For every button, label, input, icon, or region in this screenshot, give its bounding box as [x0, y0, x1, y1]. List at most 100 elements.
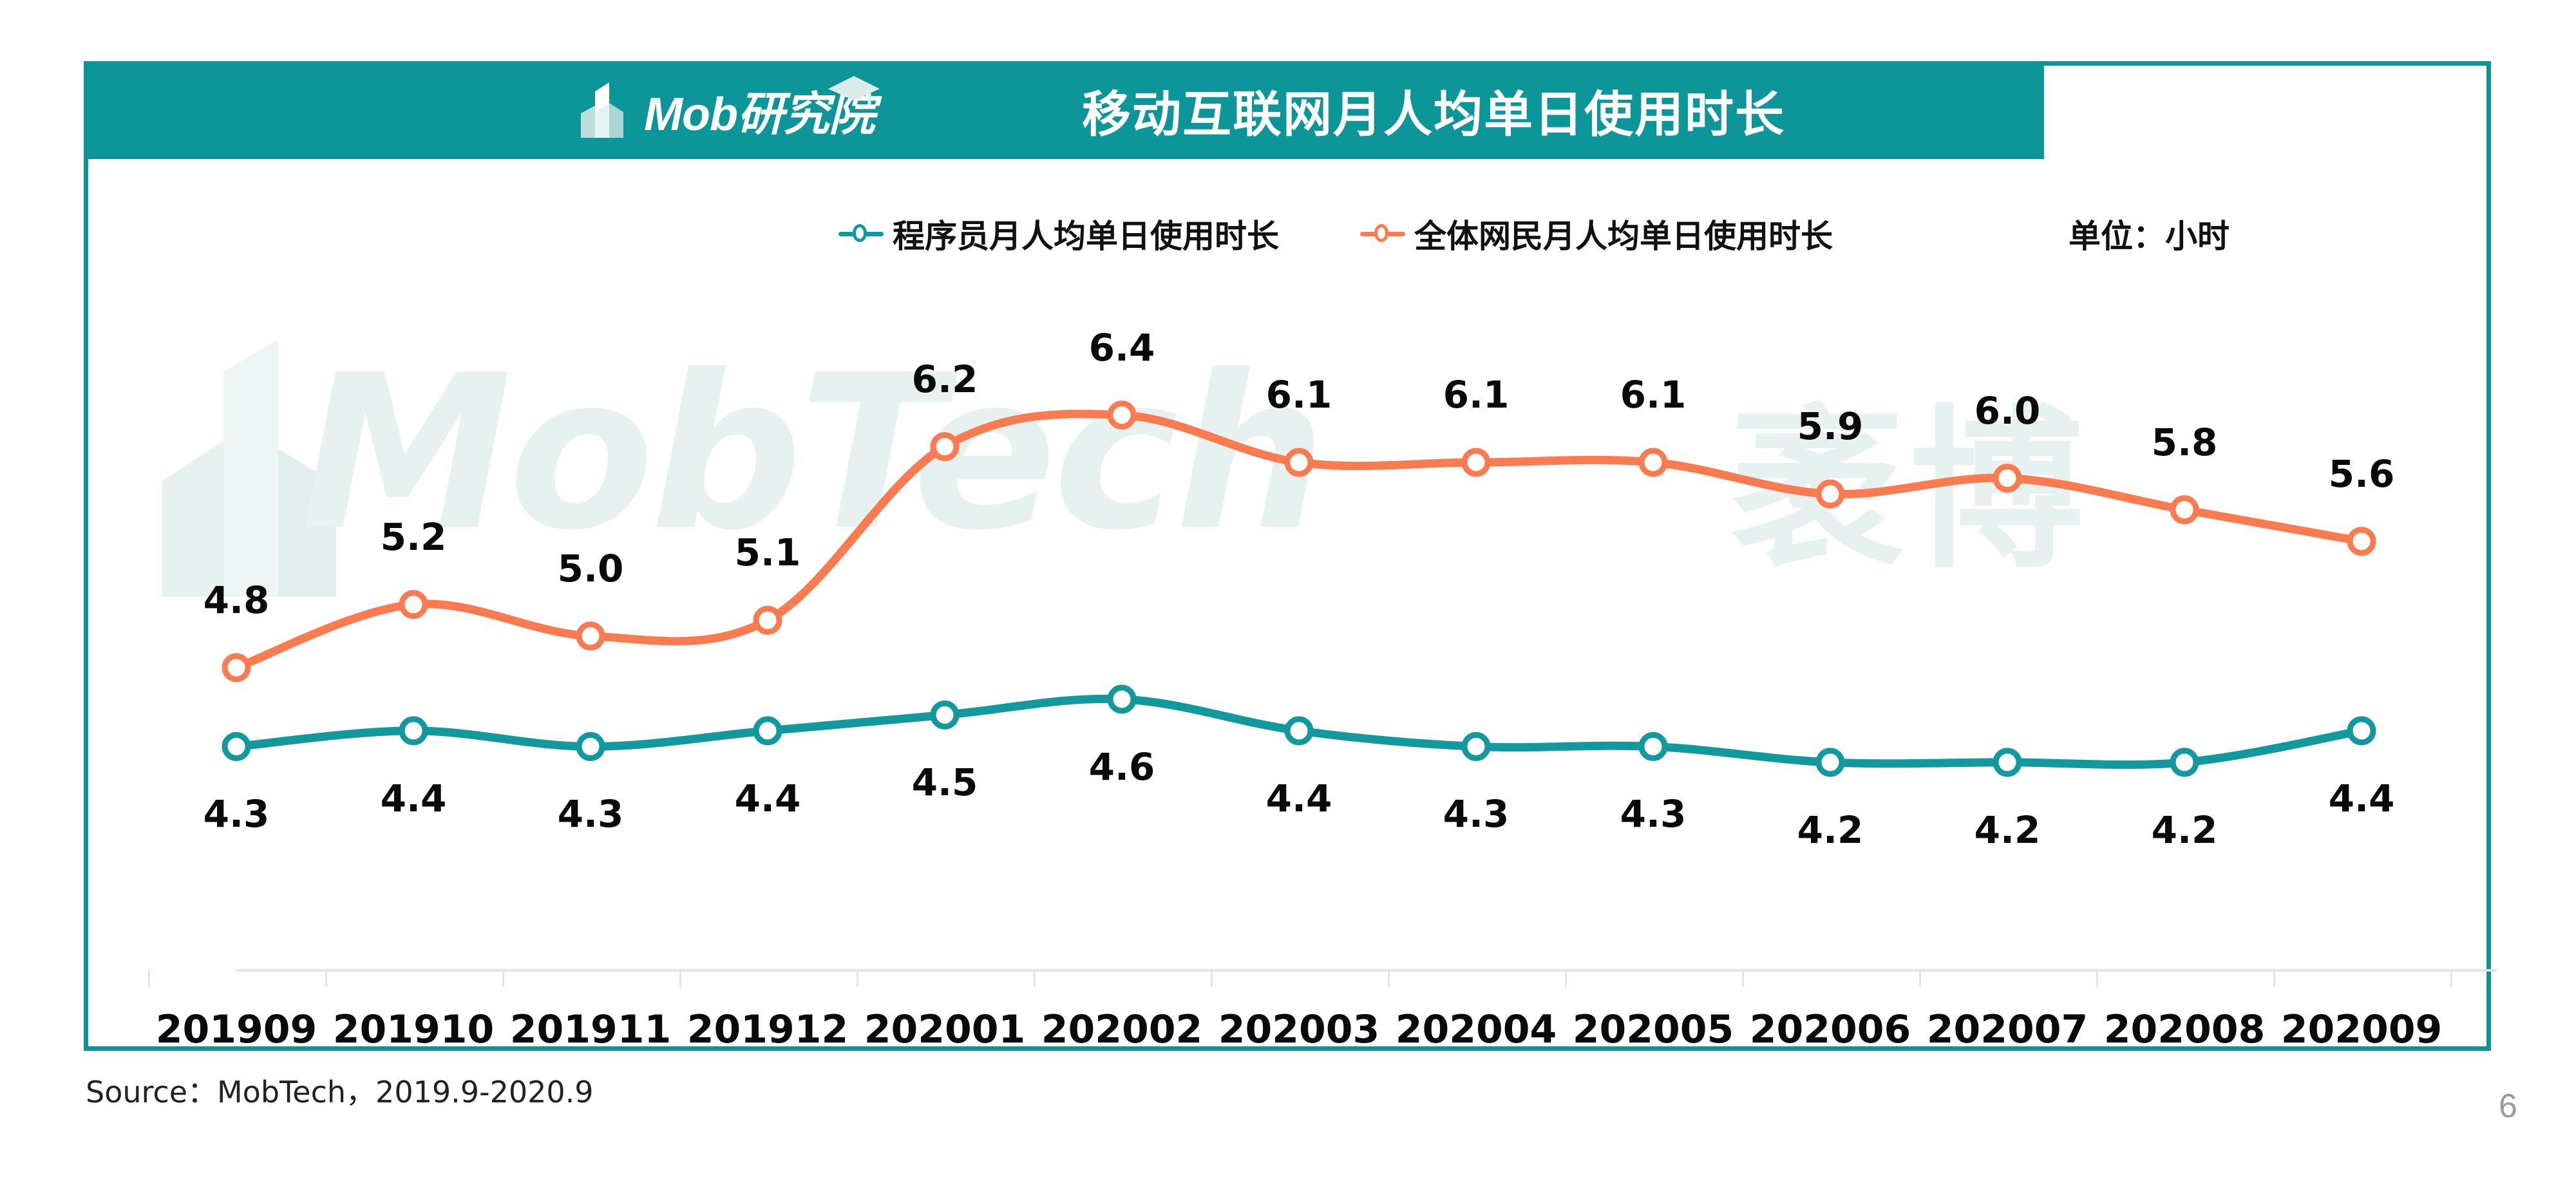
- x-axis-tick: [147, 969, 150, 987]
- data-label-developer: 4.2: [1797, 807, 1864, 852]
- x-axis-tick: [1918, 969, 1921, 987]
- x-axis-label: 201912: [687, 1007, 849, 1052]
- data-label-all-netizens: 6.1: [1443, 373, 1510, 417]
- legend-item-all-netizens[interactable]: 全体网民月人均单日使用时长: [1360, 205, 1833, 263]
- data-point-marker-developer[interactable]: [1461, 731, 1491, 761]
- data-point-marker-developer[interactable]: [930, 700, 960, 730]
- chart-series-svg: [222, 401, 2376, 777]
- data-point-marker-all-netizens[interactable]: [1284, 448, 1314, 477]
- x-axis-label: 202009: [2280, 1007, 2443, 1052]
- data-label-developer: 4.2: [1974, 807, 2041, 852]
- data-label-developer: 4.6: [1088, 744, 1155, 789]
- page-number: 6: [2499, 1088, 2517, 1125]
- data-label-all-netizens: 6.1: [1265, 373, 1332, 417]
- data-label-developer: 4.3: [1443, 792, 1510, 836]
- data-point-marker-developer[interactable]: [2347, 716, 2376, 746]
- x-axis-tick: [502, 969, 504, 987]
- legend: 程序员月人均单日使用时长 全体网民月人均单日使用时长 单位：小时: [88, 205, 2486, 263]
- data-point-marker-all-netizens[interactable]: [1815, 479, 1845, 509]
- data-point-marker-all-netizens[interactable]: [2347, 527, 2376, 556]
- data-label-all-netizens: 5.2: [380, 514, 447, 559]
- data-point-marker-all-netizens[interactable]: [399, 590, 428, 619]
- data-point-marker-all-netizens[interactable]: [1993, 464, 2022, 493]
- legend-marker-icon-all-netizens: [1360, 224, 1405, 243]
- x-axis-label: 202008: [2103, 1007, 2266, 1052]
- x-axis-label: 201909: [155, 1007, 317, 1052]
- data-label-developer: 4.4: [380, 776, 447, 820]
- x-axis-tick: [1033, 969, 1036, 987]
- data-point-marker-developer[interactable]: [1107, 684, 1137, 714]
- x-axis-tick: [2450, 969, 2452, 987]
- data-label-all-netizens: 5.1: [734, 531, 801, 575]
- data-point-marker-developer[interactable]: [222, 731, 251, 761]
- data-label-developer: 4.4: [1265, 776, 1332, 820]
- legend-label-all-netizens: 全体网民月人均单日使用时长: [1414, 218, 1833, 255]
- slide-frame: Mob研究院 移动互联网月人均单日使用时长 程序员月人均单日使用时长: [84, 61, 2497, 1052]
- data-label-all-netizens: 5.0: [557, 546, 624, 590]
- mob-building-logo-icon: [573, 76, 640, 143]
- page-title: 移动互联网月人均单日使用时长: [1082, 86, 1785, 143]
- x-axis-tick: [856, 969, 858, 987]
- data-label-developer: 4.2: [2151, 807, 2218, 852]
- x-axis-line: [236, 969, 2497, 972]
- data-point-marker-all-netizens[interactable]: [576, 621, 605, 651]
- data-label-developer: 4.3: [203, 792, 270, 836]
- x-axis-tick: [1741, 969, 1744, 987]
- data-point-marker-developer[interactable]: [1638, 731, 1668, 761]
- source-note: Source：MobTech，2019.9-2020.9: [86, 1075, 594, 1109]
- data-point-marker-developer[interactable]: [753, 716, 782, 746]
- x-axis-label: 201910: [332, 1007, 495, 1052]
- chart-plot-area: MobTech 袤博 4.8 5.2 5.0 5.1 6.2 6.4 6.1 6.1 6.1 5.…: [120, 259, 2454, 974]
- unit-note: 单位：小时: [2069, 218, 2230, 255]
- markers-developer: [222, 684, 2376, 777]
- data-point-marker-developer[interactable]: [2170, 748, 2199, 777]
- brand-name: Mob研究院: [644, 88, 875, 140]
- data-label-all-netizens: 5.8: [2151, 420, 2218, 464]
- x-axis-label: 202006: [1749, 1007, 1911, 1052]
- legend-marker-icon-developer: [838, 224, 884, 243]
- data-point-marker-developer[interactable]: [1815, 748, 1845, 777]
- data-label-developer: 4.4: [2328, 776, 2395, 820]
- legend-label-developer: 程序员月人均单日使用时长: [893, 218, 1279, 255]
- data-label-all-netizens: 5.6: [2328, 451, 2395, 496]
- data-point-marker-developer[interactable]: [576, 731, 605, 761]
- x-axis-label: 202001: [864, 1007, 1026, 1052]
- x-axis-label: 202002: [1041, 1007, 1203, 1052]
- x-axis-label: 202004: [1395, 1007, 1557, 1052]
- data-point-marker-all-netizens[interactable]: [2170, 495, 2199, 525]
- x-axis-tick: [1210, 969, 1213, 987]
- data-point-marker-developer[interactable]: [1993, 748, 2022, 777]
- x-axis-tick: [679, 969, 681, 987]
- data-point-marker-all-netizens[interactable]: [1638, 448, 1668, 477]
- data-point-marker-developer[interactable]: [1284, 716, 1314, 746]
- data-label-all-netizens: 6.0: [1974, 388, 2041, 433]
- legend-item-developer[interactable]: 程序员月人均单日使用时长: [838, 205, 1279, 263]
- data-point-marker-all-netizens[interactable]: [222, 653, 251, 683]
- x-axis-label: 201911: [509, 1007, 672, 1052]
- x-axis-tick: [1564, 969, 1567, 987]
- x-axis-tick: [2273, 969, 2275, 987]
- data-label-developer: 4.3: [1620, 792, 1687, 836]
- data-label-all-netizens: 4.8: [203, 578, 270, 622]
- data-label-developer: 4.5: [911, 760, 978, 805]
- x-axis-label: 202005: [1572, 1007, 1734, 1052]
- data-point-marker-developer[interactable]: [399, 716, 428, 746]
- data-label-all-netizens: 6.4: [1088, 325, 1155, 370]
- data-label-all-netizens: 5.9: [1797, 404, 1864, 449]
- data-label-all-netizens: 6.1: [1620, 373, 1687, 417]
- data-point-marker-all-netizens[interactable]: [1107, 401, 1137, 430]
- markers-all-netizens: [222, 401, 2376, 683]
- brand-logo: Mob研究院: [573, 66, 880, 153]
- data-point-marker-all-netizens[interactable]: [930, 432, 960, 462]
- data-point-marker-all-netizens[interactable]: [753, 605, 782, 635]
- data-label-developer: 4.4: [734, 776, 801, 820]
- data-point-marker-all-netizens[interactable]: [1461, 448, 1491, 477]
- header-banner: Mob研究院 移动互联网月人均单日使用时长: [84, 61, 2044, 159]
- data-label-developer: 4.3: [557, 792, 624, 836]
- data-label-all-netizens: 6.2: [911, 357, 978, 401]
- x-axis-label: 202003: [1218, 1007, 1380, 1052]
- x-axis-tick: [325, 969, 327, 987]
- x-axis-tick: [1387, 969, 1390, 987]
- x-axis-label: 202007: [1926, 1007, 2088, 1052]
- x-axis-tick: [2096, 969, 2098, 987]
